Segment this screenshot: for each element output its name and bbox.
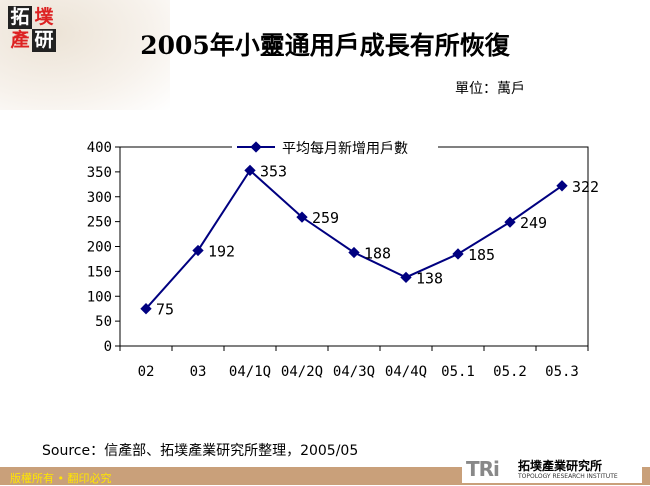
data-label: 188 [364, 244, 391, 262]
data-point [140, 303, 152, 315]
data-label: 249 [520, 214, 547, 232]
plot-area [119, 146, 589, 347]
page-title: 2005年小靈通用戶成長有所恢復 [140, 31, 510, 60]
data-label: 75 [156, 301, 174, 319]
x-tick-label: 04/3Q [333, 364, 375, 380]
data-point [192, 244, 204, 257]
x-tick-label: 04/2Q [281, 364, 323, 380]
logo-char: 拓 [8, 6, 32, 29]
data-label: 192 [208, 242, 235, 260]
tri-name-en: TOPOLOGY RESEARCH INSTITUTE [518, 473, 618, 480]
y-tick-label: 250 [87, 215, 112, 231]
x-tick-label: 05.3 [545, 364, 579, 380]
legend [232, 138, 438, 156]
y-tick-label: 400 [87, 140, 112, 156]
x-tick-label: 03 [190, 364, 207, 380]
x-tick-label: 02 [138, 364, 155, 380]
unit-label: 單位：萬戶 [455, 81, 525, 97]
tri-name-cn: 拓墣產業研究所 [518, 459, 603, 473]
y-tick-label: 100 [87, 289, 112, 305]
logo-char: 產 [10, 29, 30, 51]
legend-marker [250, 141, 262, 153]
tri-logo: TRi 拓墣產業研究所 TOPOLOGY RESEARCH INSTITUTE [462, 455, 642, 483]
source-note: Source：信產部、拓墣產業研究所整理，2005/05 [42, 443, 359, 459]
data-label: 138 [416, 269, 443, 287]
data-point [244, 164, 256, 177]
data-point [452, 248, 464, 260]
y-tick-label: 150 [87, 264, 112, 280]
data-label: 259 [312, 209, 339, 227]
x-tick-label: 05.1 [441, 364, 475, 380]
data-point [504, 216, 516, 228]
y-tick-label: 200 [87, 240, 112, 256]
data-point [556, 180, 568, 192]
series-line [145, 168, 563, 310]
y-tick-label: 50 [95, 314, 112, 330]
y-tick-label: 0 [104, 339, 112, 355]
x-tick-label: 04/1Q [229, 364, 271, 380]
logo-char: 墣 [34, 6, 54, 28]
x-tick-label: 05.2 [493, 364, 527, 380]
logo-char: 研 [32, 29, 56, 52]
data-point [348, 246, 360, 259]
y-tick-label: 350 [87, 165, 112, 181]
y-tick-label: 300 [87, 190, 112, 206]
copyright-text: 版權所有 • 翻印必究 [10, 472, 112, 485]
x-tick-label: 04/4Q [385, 364, 427, 380]
tri-mark: TRi [466, 457, 500, 481]
logo: 拓墣產研 [8, 6, 58, 54]
data-point [296, 211, 308, 223]
data-point [400, 271, 412, 284]
data-label: 353 [260, 162, 287, 180]
data-label: 322 [572, 178, 599, 196]
legend-label: 平均每月新增用戶數 [282, 141, 408, 157]
data-label: 185 [468, 246, 495, 264]
